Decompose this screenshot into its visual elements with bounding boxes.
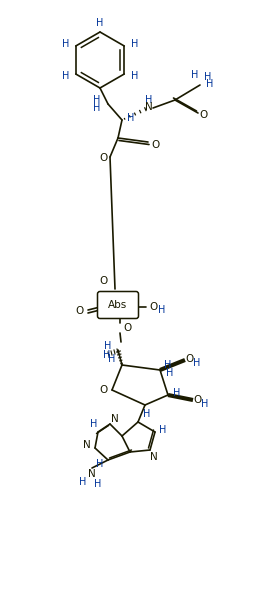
Text: H: H [191,70,199,80]
Text: O: O [186,354,194,364]
Text: H: H [158,305,166,315]
Text: O: O [194,395,202,405]
Text: O: O [150,302,158,312]
Text: H: H [62,71,69,81]
Text: H: H [143,409,151,419]
Text: H: H [90,419,98,429]
Text: H: H [103,350,111,360]
Text: H: H [166,368,174,378]
Text: H: H [131,39,138,49]
Text: H: H [145,95,153,105]
Text: H: H [159,425,167,435]
Text: O: O [99,153,107,163]
Text: H: H [131,71,138,81]
Text: H: H [93,95,101,105]
Text: H: H [79,477,87,487]
Text: O: O [151,140,159,150]
Text: H: H [104,341,112,351]
Text: H: H [127,113,135,123]
Text: Abs: Abs [108,300,128,310]
Text: H: H [193,358,201,368]
Text: H: H [173,388,181,398]
Text: O: O [99,276,107,286]
FancyBboxPatch shape [97,292,138,319]
Text: N: N [150,452,158,462]
Text: O: O [123,323,131,333]
Text: N: N [145,102,153,112]
Text: H: H [94,479,102,489]
Text: N: N [83,440,91,450]
Text: H: H [108,354,116,364]
Text: O: O [100,385,108,395]
Text: H: H [96,459,104,469]
Text: O: O [200,110,208,120]
Text: O: O [76,306,84,316]
Text: H: H [96,18,104,28]
Text: N: N [111,414,119,424]
Text: H: H [204,72,212,82]
Text: H: H [93,103,101,113]
Text: H: H [164,360,172,370]
Text: H: H [206,79,214,89]
Text: H: H [201,399,209,409]
Text: H: H [62,39,69,49]
Text: N: N [88,469,96,479]
